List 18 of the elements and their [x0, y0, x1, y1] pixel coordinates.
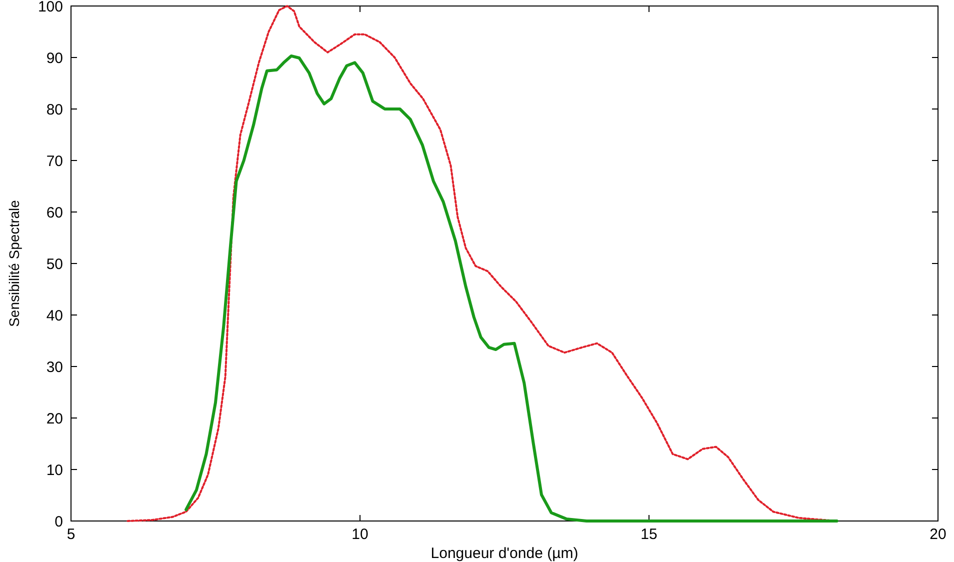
- y-tick-label: 90: [46, 50, 63, 67]
- y-tick-label: 60: [46, 204, 63, 222]
- x-tick-label: 20: [930, 526, 946, 543]
- y-tick-label: 10: [46, 462, 63, 479]
- x-tick-label: 15: [640, 526, 658, 543]
- y-tick-label: 50: [46, 256, 63, 273]
- line-series: [184, 54, 838, 522]
- x-tick-label: 5: [66, 526, 76, 543]
- y-tick-label: 0: [54, 513, 63, 530]
- y-axis-title: Sensibilité Spectrale: [6, 200, 22, 327]
- y-tick-label: 40: [46, 307, 63, 324]
- y-tick-label: 20: [46, 410, 63, 428]
- x-tick-label: 10: [352, 526, 368, 543]
- x-axis-title: Longueur d'onde (µm): [430, 545, 578, 562]
- y-tick-label: 100: [38, 0, 63, 16]
- y-tick-label: 70: [46, 152, 63, 170]
- y-tick-label: 80: [46, 101, 63, 118]
- y-tick-label: 30: [46, 358, 63, 376]
